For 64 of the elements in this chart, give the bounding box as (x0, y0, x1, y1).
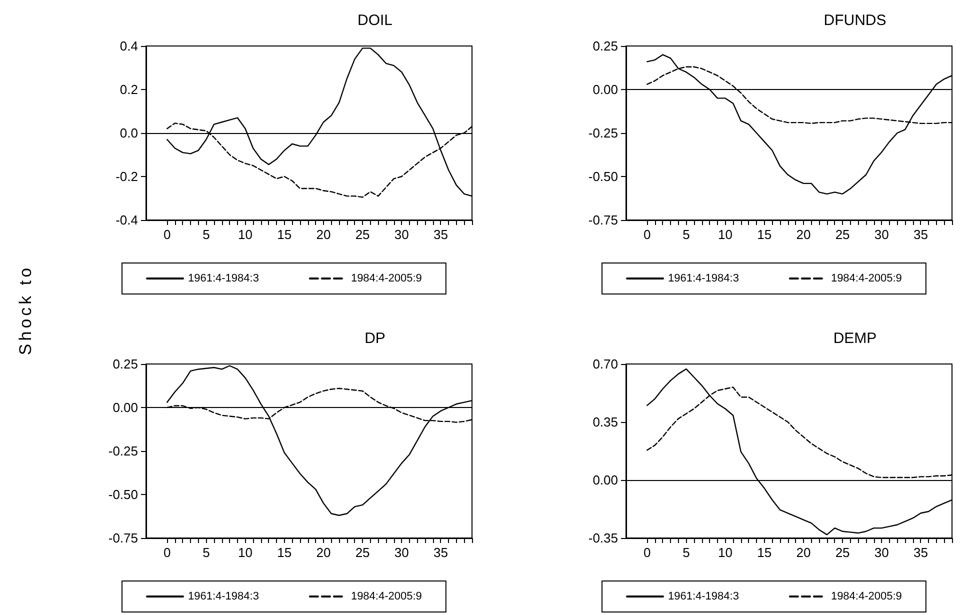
legend-label: 1984:4-2005:9 (350, 272, 422, 284)
chart-title: DEMP (833, 330, 877, 347)
legend-label: 1984:4-2005:9 (830, 272, 902, 284)
legend-label: 1961:4-1984:3 (668, 272, 739, 284)
x-tick-label: 0 (163, 545, 171, 560)
x-tick-label: 15 (757, 227, 772, 242)
x-tick-label: 25 (835, 545, 850, 560)
x-tick-label: 5 (202, 227, 210, 242)
x-tick-label: 25 (355, 227, 370, 242)
x-tick-label: 15 (277, 545, 292, 560)
y-tick-label: -0.25 (108, 444, 138, 458)
x-tick-label: 35 (433, 545, 448, 560)
x-tick-label: 30 (874, 227, 889, 242)
y-tick-label: -0.50 (108, 487, 138, 502)
y-tick-label: -0.50 (588, 169, 618, 184)
y-tick-label: 0.00 (592, 472, 618, 488)
x-tick-label: 15 (277, 227, 292, 242)
y-tick-label: 0.25 (592, 38, 618, 54)
y-tick-label: -0.4 (116, 212, 138, 228)
x-tick-label: 0 (643, 227, 651, 242)
chart-title: DFUNDS (824, 12, 886, 29)
y-tick-label: -0.75 (108, 530, 138, 546)
x-tick-label: 35 (433, 227, 448, 242)
x-tick-label: 5 (682, 227, 690, 242)
x-tick-label: 30 (874, 545, 889, 560)
x-tick-label: 10 (238, 227, 253, 242)
y-tick-label: 0.35 (592, 414, 618, 430)
legend-label: 1984:4-2005:9 (350, 590, 422, 602)
chart-title: DOIL (357, 12, 393, 29)
x-tick-label: 30 (394, 545, 409, 560)
legend-label: 1984:4-2005:9 (830, 590, 902, 602)
x-tick-label: 0 (163, 227, 171, 242)
x-tick-label: 25 (355, 545, 370, 560)
x-tick-label: 5 (682, 545, 690, 560)
y-tick-label: 0.25 (112, 356, 138, 372)
y-tick-label: -0.25 (588, 126, 618, 140)
y-tick-label: 0.4 (120, 38, 138, 54)
x-tick-label: 10 (718, 227, 733, 242)
x-tick-label: 15 (757, 545, 772, 560)
legend-label: 1961:4-1984:3 (668, 590, 739, 602)
y-tick-label: 0.2 (120, 82, 138, 97)
x-tick-label: 20 (796, 545, 811, 560)
x-tick-label: 20 (796, 227, 811, 242)
x-tick-label: 25 (835, 227, 850, 242)
x-tick-label: 20 (316, 545, 331, 560)
y-tick-label: 0.0 (120, 126, 138, 140)
x-tick-label: 0 (643, 545, 651, 560)
legend-label: 1961:4-1984:3 (188, 590, 259, 602)
x-tick-label: 30 (394, 227, 409, 242)
x-tick-label: 35 (913, 227, 928, 242)
y-tick-label: -0.35 (588, 530, 618, 546)
y-tick-label: 0.00 (592, 82, 618, 97)
x-tick-label: 10 (718, 545, 733, 560)
x-tick-label: 5 (202, 545, 210, 560)
y-tick-label: -0.75 (588, 212, 618, 228)
x-tick-label: 35 (913, 545, 928, 560)
y-tick-label: -0.2 (116, 169, 138, 184)
x-tick-label: 20 (316, 227, 331, 242)
x-tick-label: 10 (238, 545, 253, 560)
y-tick-label: 0.00 (112, 400, 138, 415)
y-tick-label: 0.70 (592, 356, 618, 372)
legend-label: 1961:4-1984:3 (188, 272, 259, 284)
y-axis-title: Shock to (16, 264, 36, 356)
chart-title: DP (364, 330, 386, 347)
